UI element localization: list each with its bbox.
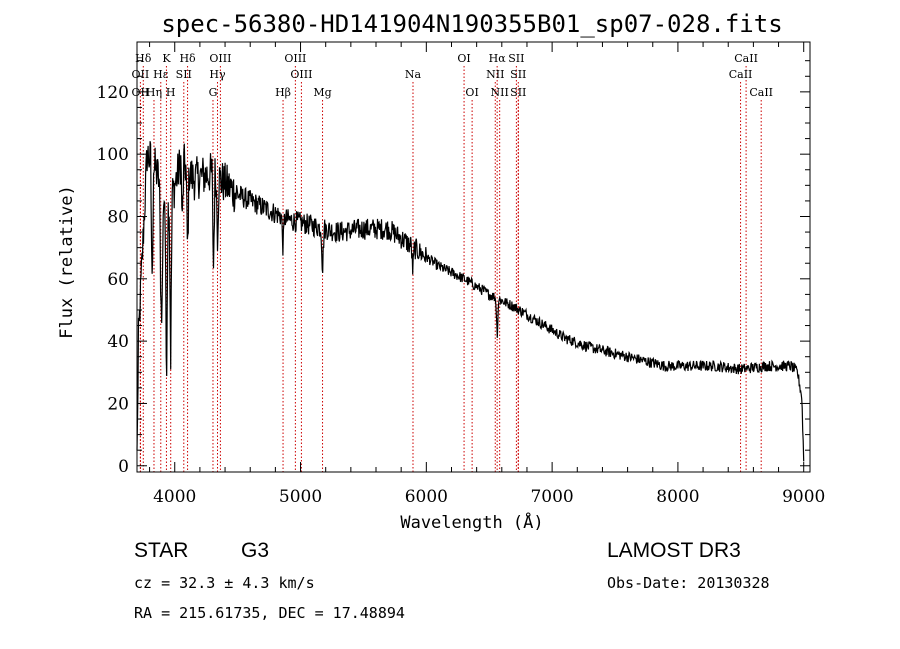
x-tick-label: 9000 [782, 487, 825, 507]
spectral-line-label: NII [486, 68, 504, 81]
spectral-line-label: OII [132, 86, 150, 99]
x-tick-label: 7000 [530, 487, 573, 507]
spectral-line-label: OIII [290, 68, 312, 81]
x-tick-label: 4000 [153, 487, 196, 507]
spectral-line-label: OIII [209, 52, 231, 65]
y-tick-label: 0 [118, 457, 129, 477]
spectral-line-label: CaII [729, 68, 753, 81]
spectral-line-label: Na [405, 68, 422, 81]
spectral-line-label: SII [176, 68, 192, 81]
spectral-line-label: SII [510, 68, 526, 81]
spectral-line-label: OI [465, 86, 478, 99]
y-axis-label: Flux (relative) [57, 185, 77, 339]
survey-name: LAMOST DR3 [607, 539, 741, 562]
spectrum-series [136, 141, 805, 462]
spectral-line-label: Mg [313, 86, 331, 99]
x-axis-label: Wavelength (Å) [400, 511, 543, 533]
y-tick-label: 60 [107, 270, 129, 290]
spectral-line-label: Hγ [209, 68, 226, 81]
spectral-line-label: SII [510, 86, 526, 99]
y-axis: 0 20 40 60 80 100 120 [97, 60, 810, 477]
spectral-line-label: Hδ [135, 52, 152, 65]
y-tick-label: 100 [97, 145, 129, 165]
observation-date: Obs-Date: 20130328 [607, 574, 770, 592]
plot-frame [136, 41, 811, 473]
spectral-line-label: SII [508, 52, 524, 65]
spectral-line-label: H [166, 86, 176, 99]
redshift-readout: cz = 32.3 ± 4.3 km/s [134, 574, 315, 592]
chart-title: spec-56380-HD141904N190355B01_sp07-028.f… [161, 10, 782, 38]
coordinates-readout: RA = 215.61735, DEC = 17.48894 [134, 604, 405, 622]
spectral-line-label: CaII [749, 86, 773, 99]
y-tick-label: 20 [107, 394, 129, 414]
y-tick-label: 120 [97, 83, 129, 103]
y-tick-label: 80 [107, 207, 129, 227]
x-tick-label: 5000 [279, 487, 322, 507]
x-axis: 4000 5000 6000 7000 8000 9000 [149, 42, 825, 507]
spectral-line-label: K [162, 52, 171, 65]
spectral-lines [139, 66, 762, 472]
object-subclass: G3 [241, 539, 270, 562]
spectral-line-label: NII [491, 86, 509, 99]
spectral-line-label: Hη [146, 86, 162, 99]
spectral-line-label: G [209, 86, 218, 99]
object-class: STAR [134, 539, 189, 562]
spectral-line-label: Hε [153, 68, 169, 81]
spectral-line-label: OIII [284, 52, 306, 65]
spectral-line-label: Hδ [179, 52, 196, 65]
spectral-line-label: OI [457, 52, 470, 65]
x-tick-label: 8000 [656, 487, 699, 507]
spectral-line-label: Hα [489, 52, 507, 65]
y-tick-label: 40 [107, 332, 129, 352]
spectral-line-label: Hβ [275, 86, 291, 99]
x-tick-label: 6000 [405, 487, 448, 507]
spectral-line-label: OII [132, 68, 150, 81]
spectral-line-label: CaII [734, 52, 758, 65]
